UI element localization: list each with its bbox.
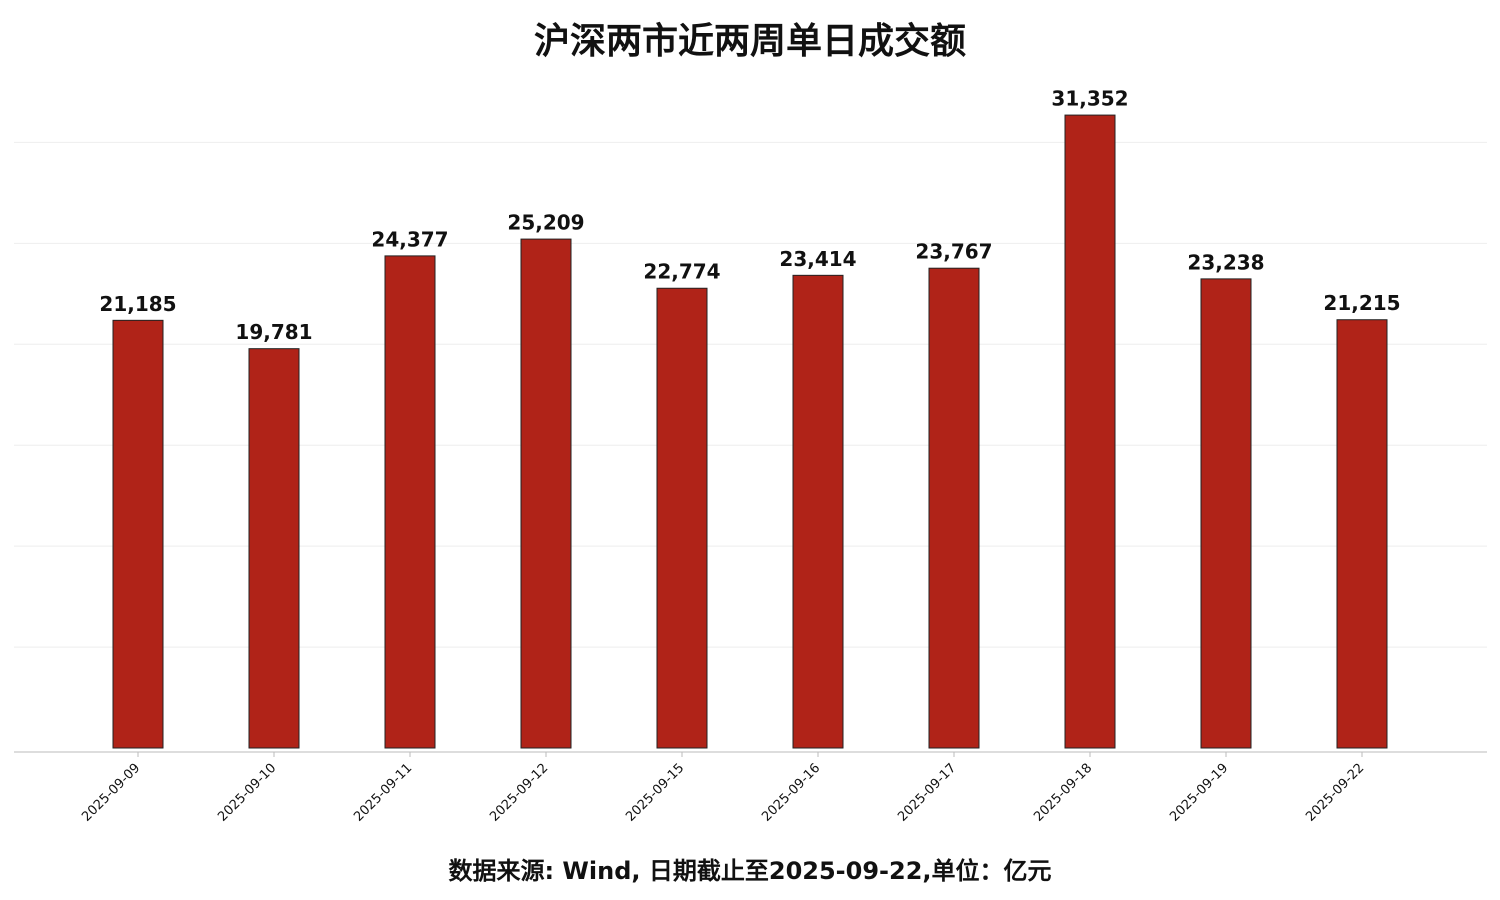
source-note: 数据来源: Wind, 日期截止至2025-09-22,单位：亿元: [448, 857, 1051, 885]
chart-title: 沪深两市近两周单日成交额: [534, 20, 966, 62]
bar: [656, 287, 708, 749]
bar: [1064, 114, 1116, 749]
value-label: 25,209: [507, 211, 584, 235]
x-tick-label: 2025-09-22: [1303, 761, 1367, 825]
bar: [384, 255, 436, 749]
x-tick-label: 2025-09-09: [79, 761, 143, 825]
value-label: 31,352: [1051, 87, 1128, 111]
value-label: 21,185: [99, 292, 176, 316]
bar: [248, 348, 300, 749]
value-label: 23,414: [779, 247, 856, 271]
bar: [1336, 319, 1388, 749]
value-label: 23,767: [915, 240, 992, 264]
value-label: 23,238: [1187, 250, 1264, 274]
x-tick-label: 2025-09-16: [759, 761, 823, 825]
value-label: 19,781: [235, 320, 312, 344]
value-label: 24,377: [371, 227, 448, 251]
value-label: 22,774: [643, 260, 720, 284]
value-label: 21,215: [1323, 291, 1400, 315]
x-tick-label: 2025-09-12: [487, 761, 551, 825]
x-tick-label: 2025-09-15: [623, 761, 687, 825]
x-tick-label: 2025-09-19: [1167, 761, 1231, 825]
bar: [1200, 278, 1252, 749]
bar: [928, 267, 980, 749]
bar: [520, 238, 572, 749]
x-tick-label: 2025-09-18: [1031, 761, 1095, 825]
x-tick-label: 2025-09-17: [895, 761, 959, 825]
bar: [112, 319, 164, 749]
bar: [792, 274, 844, 749]
x-tick-label: 2025-09-11: [351, 761, 415, 825]
x-tick-label: 2025-09-10: [215, 761, 279, 825]
